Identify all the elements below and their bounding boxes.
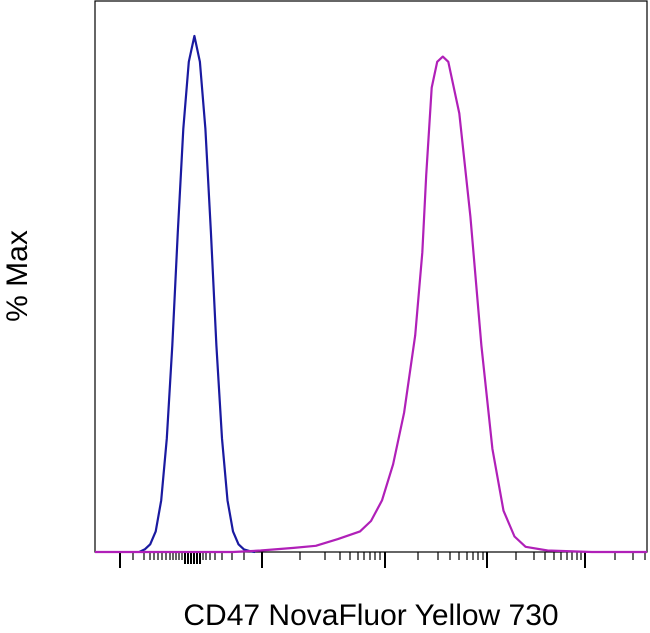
x-axis-title: CD47 NovaFluor Yellow 730	[183, 599, 558, 632]
plot-frame	[94, 0, 648, 553]
y-axis-title: % Max	[1, 230, 34, 322]
series-line-1	[138, 34, 256, 554]
series-layer	[95, 34, 647, 554]
series-line-2	[95, 55, 647, 554]
x-axis-ticks	[119, 552, 646, 568]
